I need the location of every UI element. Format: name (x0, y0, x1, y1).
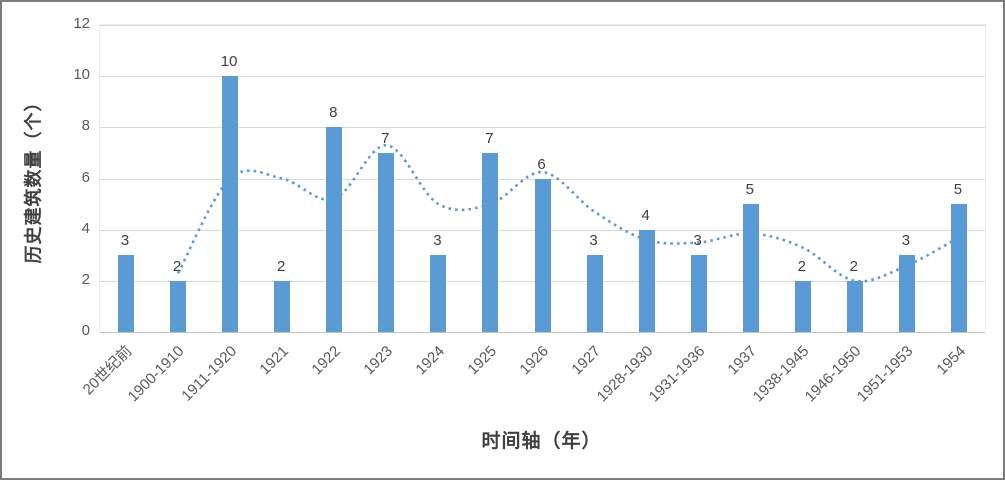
y-tick-label: 8 (81, 117, 90, 135)
bar-value-label: 2 (277, 257, 286, 275)
bar-value-label: 10 (220, 53, 238, 71)
bar (118, 255, 135, 332)
bar-value-label: 3 (433, 232, 442, 250)
x-tick-label: 1921 (256, 342, 292, 379)
bar-value-label: 3 (901, 232, 911, 250)
bar (170, 280, 187, 332)
x-tick-label: 1951-1953 (853, 342, 917, 406)
bar-value-label: 6 (537, 155, 546, 173)
x-axis-line (100, 332, 985, 333)
bar (378, 152, 395, 332)
bar (430, 255, 447, 332)
bar (898, 255, 915, 332)
plot-area (99, 24, 986, 333)
bar-value-label: 4 (641, 206, 650, 224)
x-tick-label: 1911-1920 (177, 342, 240, 405)
bar (690, 255, 707, 332)
x-tick-label: 1922 (308, 342, 344, 379)
y-tick-label: 4 (81, 219, 90, 237)
bar (274, 280, 291, 332)
x-tick-label: 1926 (516, 342, 553, 379)
bar (326, 127, 343, 332)
bar-value-label: 7 (381, 129, 390, 147)
bar-value-label: 5 (745, 181, 754, 199)
bar (534, 178, 551, 332)
bar (638, 229, 655, 332)
x-tick-label: 1931-1936 (645, 342, 709, 406)
x-tick-label: 1924 (412, 342, 449, 379)
x-tick-label: 1946-1950 (801, 342, 865, 406)
x-tick-label: 1927 (568, 342, 605, 379)
x-tick-label: 1928-1930 (593, 342, 657, 406)
bar (482, 152, 499, 332)
gridline (100, 25, 985, 26)
bar (846, 280, 863, 332)
y-tick-label: 2 (81, 270, 90, 288)
x-tick-label: 1923 (360, 342, 396, 379)
bar-value-label: 3 (693, 232, 702, 250)
bar-value-label: 5 (953, 181, 963, 199)
bar-value-label: 3 (120, 232, 130, 250)
y-tick-label: 12 (73, 15, 90, 32)
bar (222, 76, 239, 332)
x-tick-label: 1938-1945 (749, 342, 813, 406)
bar (950, 204, 967, 332)
bar (794, 280, 811, 332)
trend-line-path (176, 143, 960, 283)
bar-value-label: 3 (589, 232, 598, 250)
bar-value-label: 7 (485, 129, 494, 147)
bar (742, 204, 759, 332)
gridline (100, 76, 985, 78)
y-tick-label: 6 (81, 168, 90, 186)
x-axis-title: 时间轴（年） (481, 431, 602, 452)
x-tick-label: 1954 (933, 342, 969, 379)
y-tick-label: 0 (81, 322, 90, 339)
bar-value-label: 2 (797, 257, 806, 275)
bar (586, 255, 603, 332)
bar-value-label: 8 (329, 104, 338, 122)
bar-value-label: 2 (172, 257, 182, 275)
bar-value-label: 2 (849, 257, 859, 275)
x-tick-label: 1937 (724, 342, 761, 379)
gridline (100, 127, 985, 129)
x-tick-label: 1925 (464, 342, 501, 379)
y-tick-label: 10 (73, 66, 90, 84)
trend-dotted-line (176, 143, 960, 283)
x-tick-label: 1900-1910 (125, 342, 188, 406)
